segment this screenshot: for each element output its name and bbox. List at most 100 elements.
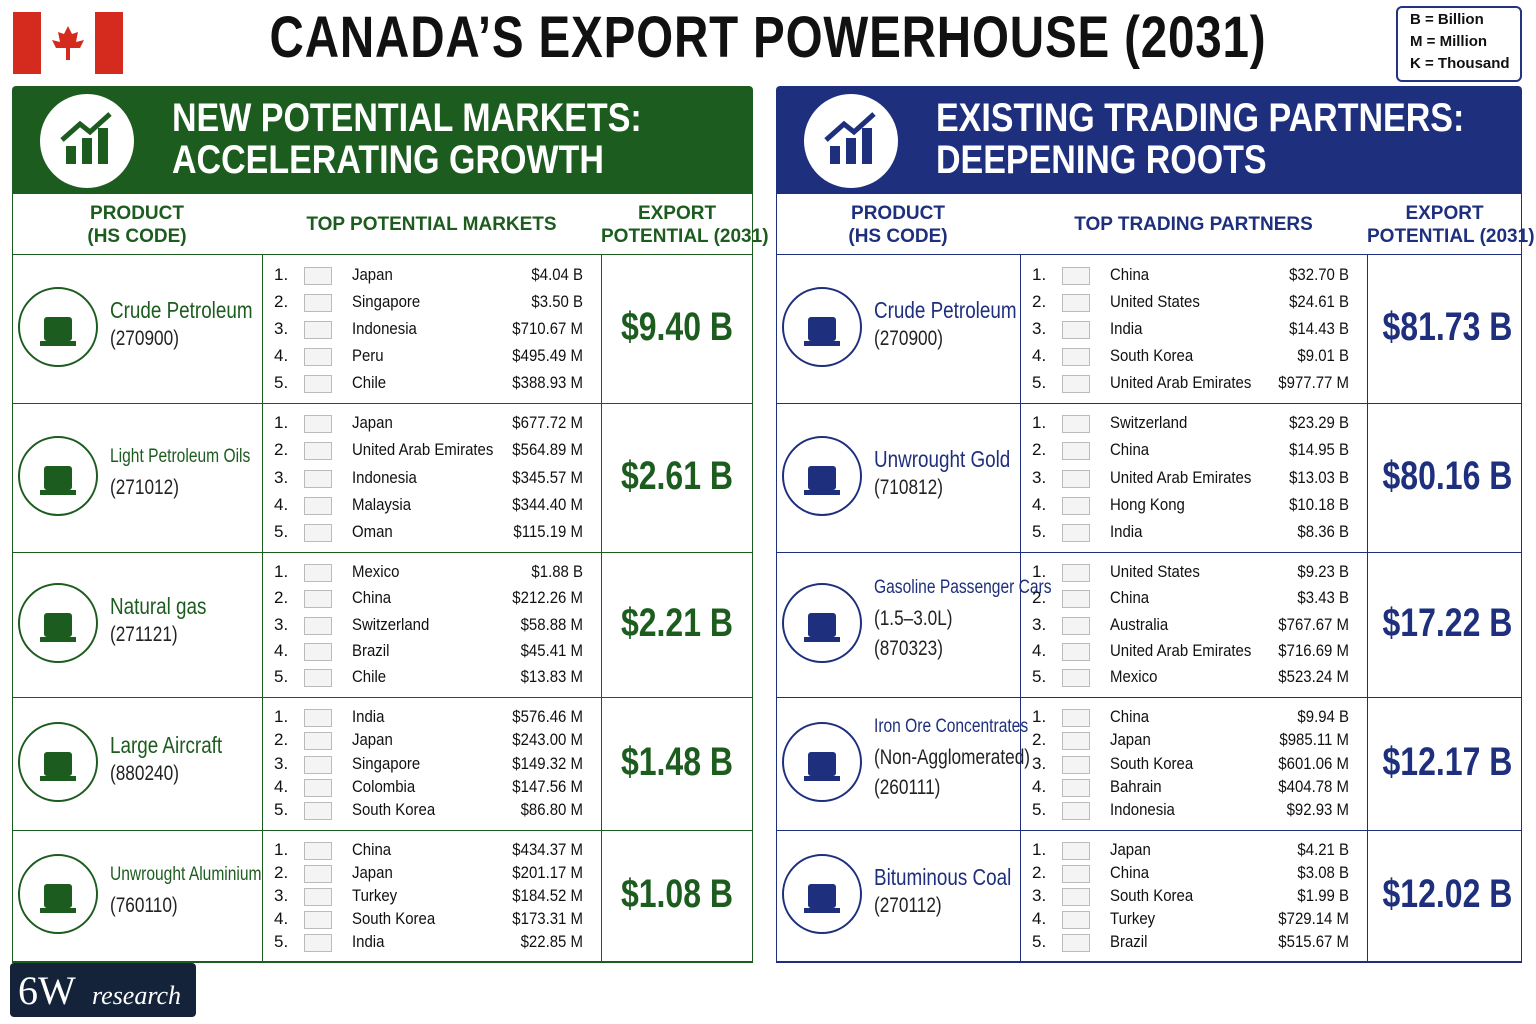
- flag: [304, 709, 332, 727]
- country: Brazil: [1110, 932, 1148, 951]
- rank: 3.: [1032, 753, 1047, 773]
- flag: [304, 802, 332, 820]
- market-value: $243.00 M: [512, 730, 583, 750]
- column-header: TOP TRADING PARTNERS: [1074, 214, 1313, 235]
- country: China: [1110, 588, 1150, 608]
- country: United Arab Emirates: [1110, 373, 1252, 392]
- header-icon: [40, 94, 134, 188]
- product-name: Gasoline Passenger Cars: [874, 576, 1052, 598]
- rank: 2.: [274, 440, 289, 460]
- product-code: (271012): [110, 475, 179, 499]
- rank: 3.: [274, 614, 289, 634]
- flag: [1062, 294, 1090, 312]
- rank: 4.: [274, 494, 289, 514]
- country: Chile: [352, 667, 387, 686]
- legend-item: K = Thousand: [1410, 55, 1510, 72]
- rank: 3.: [274, 467, 289, 487]
- flag: [1062, 934, 1090, 952]
- rank: 2.: [1032, 588, 1047, 608]
- rank: 5.: [1032, 800, 1047, 819]
- flag: [1062, 348, 1090, 366]
- market-value: $345.57 M: [512, 467, 583, 487]
- market-value: $184.52 M: [512, 886, 583, 905]
- row-rule: [12, 830, 753, 831]
- row-rule: [776, 962, 1522, 963]
- export-total: $9.40 B: [620, 305, 734, 349]
- flag: [1062, 642, 1090, 661]
- market-value: $32.70 B: [1289, 265, 1349, 284]
- rank: 4.: [274, 346, 289, 365]
- logo: 6W research: [10, 963, 196, 1017]
- flag: [304, 496, 332, 515]
- country: Japan: [352, 413, 393, 432]
- flag: [1062, 267, 1090, 285]
- flag: [1062, 564, 1090, 582]
- rank: 2.: [274, 863, 289, 882]
- rank: 1.: [274, 707, 289, 726]
- market-value: $92.93 M: [1286, 800, 1349, 819]
- column-header: PRODUCT: [851, 203, 945, 224]
- product-icon: [18, 435, 98, 516]
- country: Turkey: [352, 886, 398, 905]
- flag: [304, 669, 332, 687]
- product-name: Iron Ore Concentrates: [874, 715, 1029, 737]
- country: Brazil: [352, 640, 390, 660]
- flag: [304, 842, 332, 860]
- market-value: $13.83 M: [520, 667, 583, 686]
- country: Singapore: [352, 292, 421, 311]
- flag: [1062, 524, 1090, 542]
- country: Indonesia: [352, 319, 417, 338]
- row-rule: [12, 697, 753, 698]
- legend-item: M = Million: [1410, 33, 1488, 50]
- product-code: (870323): [874, 636, 943, 660]
- table-frame: [776, 193, 1522, 962]
- col-rule: [1020, 697, 1021, 830]
- country: Mexico: [1110, 667, 1158, 686]
- rank: 1.: [1032, 413, 1047, 432]
- panel-title: EXISTING TRADING PARTNERS:: [936, 96, 1465, 140]
- rank: 3.: [274, 753, 289, 773]
- flag: [1062, 709, 1090, 727]
- column-header: POTENTIAL (2031): [601, 226, 769, 247]
- flag: [1062, 732, 1090, 751]
- flag: [1062, 496, 1090, 515]
- country: Singapore: [352, 753, 421, 773]
- rank: 1.: [274, 562, 289, 581]
- product-code: (760110): [110, 894, 178, 917]
- country: United Arab Emirates: [1110, 467, 1252, 487]
- column-header: EXPORT: [637, 203, 717, 224]
- market-value: $10.18 B: [1289, 494, 1349, 514]
- rank: 1.: [274, 413, 289, 432]
- export-total: $2.21 B: [620, 600, 734, 645]
- country: Oman: [352, 522, 393, 541]
- rank: 3.: [274, 319, 289, 338]
- col-rule: [262, 697, 263, 830]
- market-value: $564.89 M: [512, 440, 583, 460]
- rank: 4.: [1032, 909, 1047, 928]
- col-rule: [1020, 255, 1021, 403]
- rank: 2.: [274, 588, 289, 608]
- page-title: CANADA’S EXPORT POWERHOUSE (2031): [269, 5, 1267, 70]
- column-header: POTENTIAL (2031): [1367, 226, 1535, 247]
- rank: 4.: [274, 909, 289, 928]
- product-icon: [782, 721, 862, 802]
- flag: [1062, 865, 1090, 883]
- col-rule: [1367, 255, 1368, 403]
- col-rule: [601, 255, 602, 403]
- flag: [304, 934, 332, 952]
- flag: [1062, 755, 1090, 774]
- unit-legend: B = Billion M = Million K = Thousand: [1396, 6, 1522, 82]
- export-total: $81.73 B: [1382, 305, 1513, 349]
- market-value: $1.88 B: [531, 562, 583, 581]
- export-total: $12.17 B: [1382, 739, 1513, 784]
- col-rule: [262, 552, 263, 697]
- product-icon: [782, 582, 862, 663]
- country: China: [1110, 440, 1150, 460]
- market-value: $9.23 B: [1297, 562, 1349, 581]
- col-rule: [262, 830, 263, 962]
- market-value: $710.67 M: [512, 319, 583, 338]
- country: Japan: [352, 265, 393, 284]
- market-value: $404.78 M: [1278, 776, 1349, 796]
- col-rule: [1367, 403, 1368, 552]
- country: India: [1110, 319, 1143, 338]
